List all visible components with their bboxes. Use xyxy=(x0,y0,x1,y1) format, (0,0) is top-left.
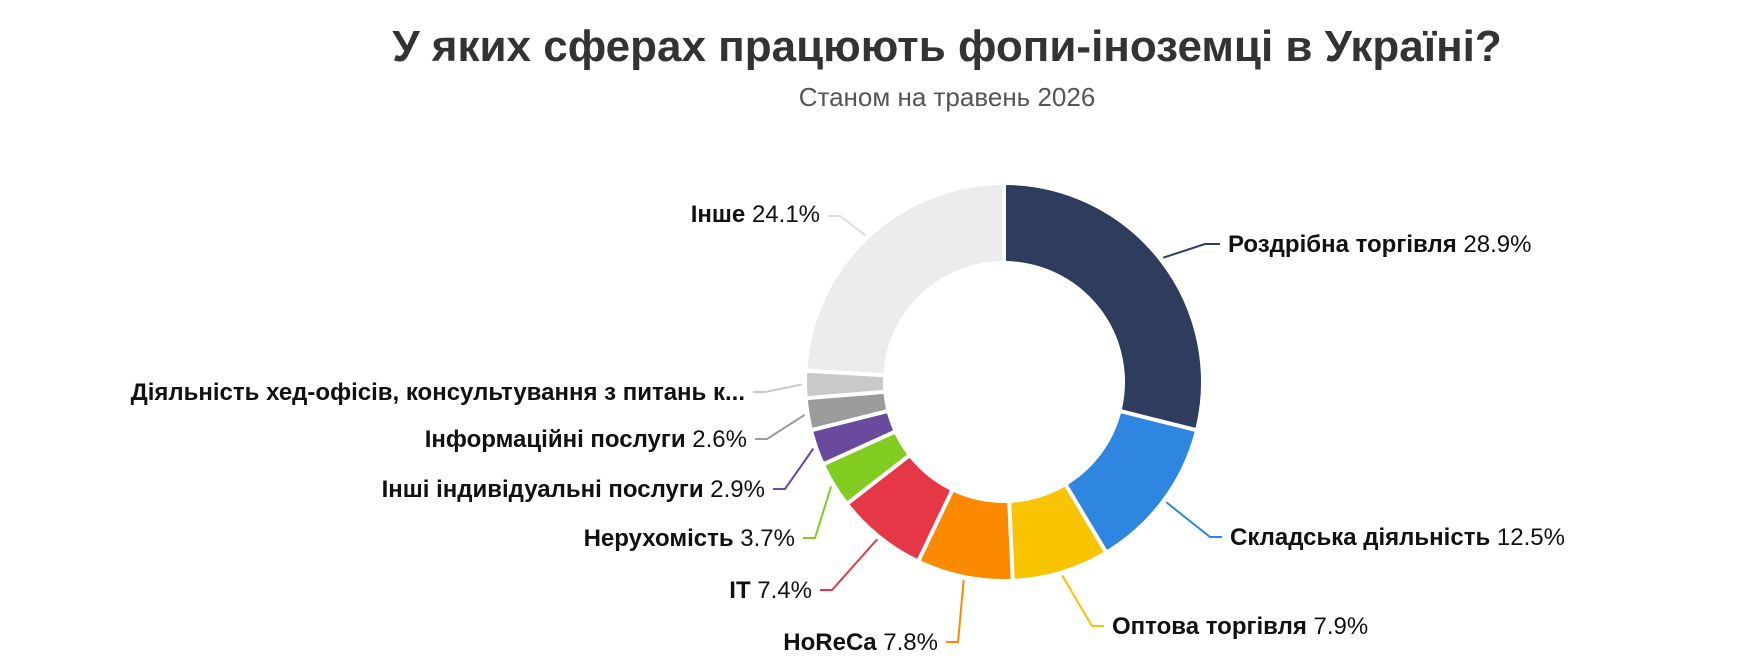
slice-label: Роздрібна торгівля 28.9% xyxy=(1228,231,1531,258)
donut-slice xyxy=(1011,487,1104,579)
donut-slice xyxy=(807,185,1002,374)
slice-label: Інформаційні послуги 2.6% xyxy=(425,426,747,453)
slice-label: Складська діяльність 12.5% xyxy=(1230,524,1565,551)
leader-line xyxy=(1162,243,1220,259)
donut-slice xyxy=(1068,413,1195,550)
leader-line xyxy=(1165,501,1222,538)
slice-label: IT 7.4% xyxy=(729,577,812,604)
slice-label-value: 2.6% xyxy=(686,426,747,453)
slice-label-name: Інформаційні послуги xyxy=(425,426,686,453)
donut-slice xyxy=(849,458,950,559)
donut-slice xyxy=(813,413,893,462)
donut-slice xyxy=(807,393,886,428)
slice-label-value: 12.5% xyxy=(1490,524,1565,551)
slice-label-name: HoReCa xyxy=(783,629,877,656)
donut-slice xyxy=(825,434,907,501)
slice-label-value: 2.9% xyxy=(704,476,765,503)
slice-label-value: 7.4% xyxy=(751,577,812,604)
slice-label-name: IT xyxy=(729,577,751,604)
leader-lines xyxy=(753,215,1222,643)
slice-label: Оптова торгівля 7.9% xyxy=(1112,613,1368,640)
slice-label-value: 28.9% xyxy=(1457,231,1532,258)
donut-slice xyxy=(921,492,1011,579)
leader-line xyxy=(828,215,866,236)
slice-label: Нерухомість 3.7% xyxy=(584,525,795,552)
donut-slice xyxy=(1006,185,1201,428)
slice-label: HoReCa 7.8% xyxy=(783,629,938,656)
slice-label-name: Роздрібна торгівля xyxy=(1228,231,1457,258)
donut-slices xyxy=(807,185,1201,579)
slice-label-name: Інше xyxy=(691,201,746,228)
leader-line xyxy=(803,486,833,539)
leader-line xyxy=(1061,574,1104,627)
slice-label-value: 3.7% xyxy=(734,525,795,552)
chart-subtitle: Станом на травень 2026 xyxy=(798,82,1096,112)
leader-line xyxy=(946,579,965,643)
slice-label-value: 7.9% xyxy=(1307,613,1368,640)
slice-label: Інше 24.1% xyxy=(691,201,820,228)
slice-labels: Роздрібна торгівля 28.9% Складська діяльн… xyxy=(131,201,1565,656)
chart-title: У яких сферах працюють фопи-іноземці в У… xyxy=(392,22,1502,71)
slice-label-name: Складська діяльність xyxy=(1230,524,1490,551)
leader-line xyxy=(773,448,815,490)
leader-line xyxy=(753,383,803,393)
leader-line xyxy=(755,414,806,440)
slice-label-name: Інші індивідуальні послуги xyxy=(382,476,704,503)
slice-label-name: Оптова торгівля xyxy=(1112,613,1307,640)
donut-slice xyxy=(807,372,884,396)
slice-label-value: 24.1% xyxy=(745,201,820,228)
slice-label-value: 7.8% xyxy=(877,629,938,656)
slice-label: Інші індивідуальні послуги 2.9% xyxy=(382,476,765,503)
slice-label: Діяльність хед-офісів, консультування з … xyxy=(131,379,745,406)
leader-line xyxy=(820,538,878,591)
slice-label-name: Нерухомість xyxy=(584,525,734,552)
slice-label-name: Діяльність хед-офісів, консультування з … xyxy=(131,379,745,406)
